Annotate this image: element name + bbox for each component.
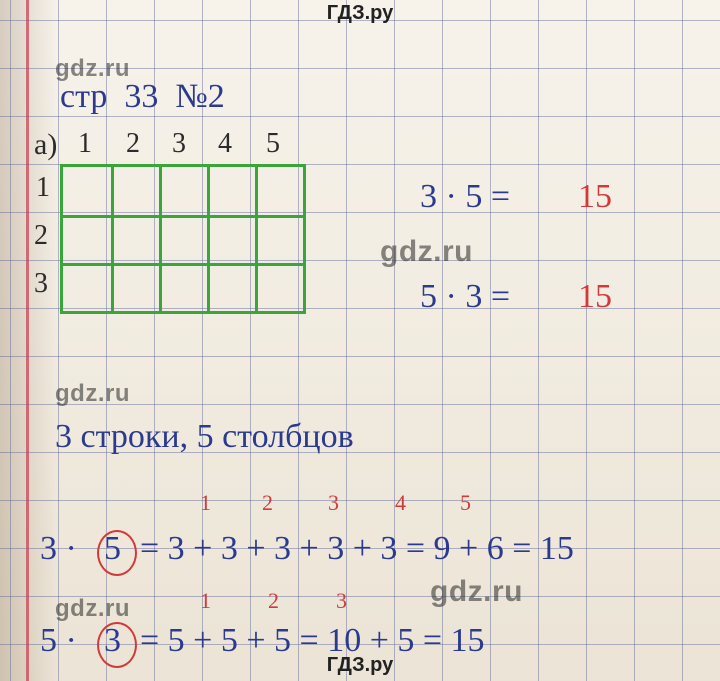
col-header-3: 3 bbox=[172, 128, 186, 160]
col-header-1: 1 bbox=[78, 128, 92, 160]
exp2-a: 5 · bbox=[40, 622, 77, 660]
exp1-a: 3 · bbox=[40, 530, 77, 568]
table-col-line bbox=[111, 167, 114, 311]
exp1-idx-1: 1 bbox=[200, 490, 211, 516]
exp2-idx-1: 1 bbox=[200, 588, 211, 614]
exp2-c: = 5 + 5 + 5 = 10 + 5 = 15 bbox=[140, 622, 485, 660]
circle-5 bbox=[97, 530, 137, 576]
col-header-5: 5 bbox=[266, 128, 280, 160]
exp2-idx-2: 2 bbox=[268, 588, 279, 614]
exp1-c: = 3 + 3 + 3 + 3 + 3 = 9 + 6 = 15 bbox=[140, 530, 574, 568]
watermark-4: gdz.ru bbox=[430, 575, 523, 609]
exp2-idx-3: 3 bbox=[336, 588, 347, 614]
exp1-idx-5: 5 bbox=[460, 490, 471, 516]
part-a-label: а) bbox=[34, 128, 57, 162]
table-col-line bbox=[255, 167, 258, 311]
eq2-lhs: 5 · 3 = bbox=[420, 278, 510, 316]
exp1-idx-3: 3 bbox=[328, 490, 339, 516]
exp1-idx-4: 4 bbox=[395, 490, 406, 516]
table-row-line bbox=[63, 215, 303, 218]
col-header-4: 4 bbox=[218, 128, 232, 160]
row-header-1: 1 bbox=[36, 172, 50, 204]
eq2-result: 15 bbox=[578, 278, 612, 316]
circle-3 bbox=[97, 622, 137, 668]
margin-line bbox=[26, 0, 29, 681]
col-header-2: 2 bbox=[126, 128, 140, 160]
watermark-5: gdz.ru bbox=[55, 595, 130, 623]
watermark-3: gdz.ru bbox=[55, 380, 130, 408]
caption: 3 строки, 5 столбцов bbox=[55, 418, 354, 456]
table-row-line bbox=[63, 263, 303, 266]
site-header: ГДЗ.ру bbox=[0, 0, 720, 25]
table-col-line bbox=[159, 167, 162, 311]
page-title: стр 33 №2 bbox=[60, 78, 225, 116]
row-header-2: 2 bbox=[34, 220, 48, 252]
grid-table bbox=[60, 164, 306, 314]
watermark-2: gdz.ru bbox=[380, 235, 473, 269]
exp1-idx-2: 2 bbox=[262, 490, 273, 516]
eq1-result: 15 bbox=[578, 178, 612, 216]
eq1-lhs: 3 · 5 = bbox=[420, 178, 510, 216]
row-header-3: 3 bbox=[34, 268, 48, 300]
table-col-line bbox=[207, 167, 210, 311]
page: ГДЗ.ру ГДЗ.ру gdz.ru gdz.ru gdz.ru gdz.r… bbox=[0, 0, 720, 681]
